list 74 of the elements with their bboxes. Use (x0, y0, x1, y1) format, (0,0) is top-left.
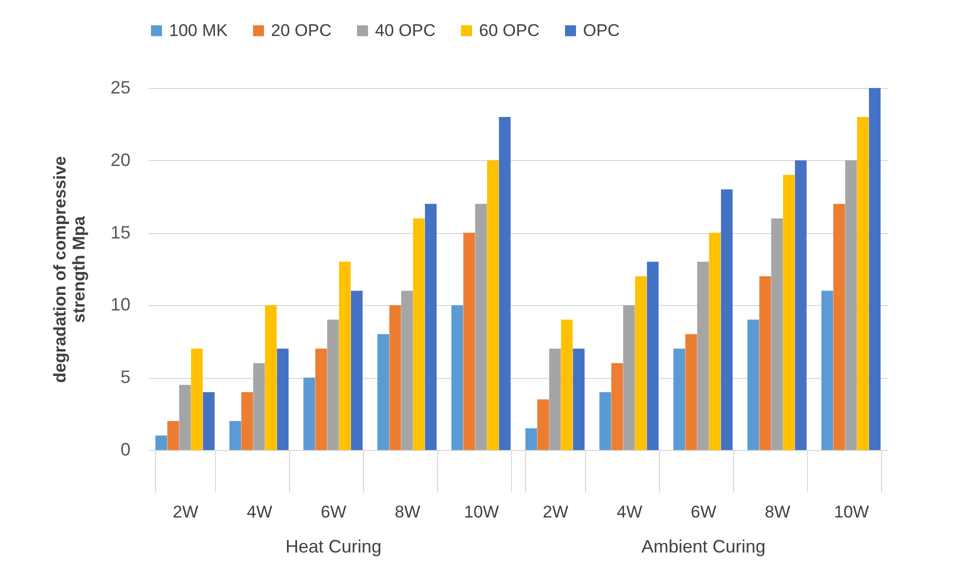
legend-label: OPC (583, 20, 620, 40)
bar (401, 290, 413, 450)
x-axis-title: Ambient Curing (641, 536, 766, 556)
legend-label: 40 OPC (375, 20, 436, 40)
legend-label: 60 OPC (479, 20, 540, 40)
bar (697, 262, 709, 450)
x-tick-label: 10W (464, 502, 499, 522)
bar (265, 305, 277, 450)
bar (424, 204, 437, 450)
bar (191, 348, 203, 450)
bar (389, 305, 401, 450)
bar (599, 392, 612, 450)
bar (646, 262, 659, 450)
bar (868, 88, 881, 450)
bar (537, 399, 549, 450)
bar (339, 262, 351, 450)
bar (857, 116, 869, 450)
bar (623, 305, 635, 450)
bar (549, 348, 561, 450)
y-tick-label: 15 (110, 222, 130, 242)
bar (747, 320, 760, 450)
bar (451, 305, 464, 450)
x-tick-label: 8W (764, 502, 790, 522)
bar (720, 189, 733, 450)
x-tick-label: 4W (246, 502, 272, 522)
bar (498, 116, 511, 450)
x-tick-label: 8W (394, 502, 420, 522)
bar (155, 436, 168, 450)
bar (635, 276, 647, 450)
bar (794, 160, 807, 450)
bar (327, 320, 339, 450)
bar (771, 218, 783, 450)
y-axis-title: degradation of compressive strength Mpa (50, 156, 88, 383)
bar (350, 290, 363, 450)
bar (525, 428, 538, 450)
bar (179, 384, 191, 450)
bar (783, 174, 795, 450)
bar (709, 232, 721, 450)
y-tick-label: 5 (120, 367, 130, 388)
bar (253, 363, 265, 450)
bar (759, 276, 771, 450)
bar (241, 392, 253, 450)
bar (413, 218, 425, 450)
bar (611, 363, 623, 450)
bar (561, 320, 573, 450)
legend-label: 100 MK (169, 20, 228, 40)
x-tick-label: 6W (690, 502, 716, 522)
bar (202, 392, 215, 450)
y-tick-label: 0 (120, 440, 130, 460)
x-tick-label: 2W (542, 502, 568, 522)
bar (572, 348, 585, 450)
x-axis-title: Heat Curing (285, 536, 382, 556)
x-tick-label: 10W (834, 502, 869, 522)
bar (821, 290, 834, 450)
bar (303, 378, 316, 450)
bar (315, 348, 327, 450)
bar (833, 204, 845, 450)
y-tick-label: 10 (110, 294, 130, 315)
bar (167, 421, 179, 450)
x-tick-label: 6W (320, 502, 346, 522)
bar (673, 348, 686, 450)
x-tick-label: 2W (172, 502, 198, 522)
legend-label: 20 OPC (271, 20, 332, 40)
bar (276, 348, 289, 450)
x-tick-label: 4W (616, 502, 642, 522)
bar (377, 334, 390, 450)
bar (229, 421, 242, 450)
bar (475, 204, 487, 450)
y-tick-label: 20 (110, 150, 130, 170)
y-tick-label: 25 (110, 78, 130, 98)
bar (487, 160, 499, 450)
bar (845, 160, 857, 450)
bar (685, 334, 697, 450)
bar (463, 232, 475, 450)
